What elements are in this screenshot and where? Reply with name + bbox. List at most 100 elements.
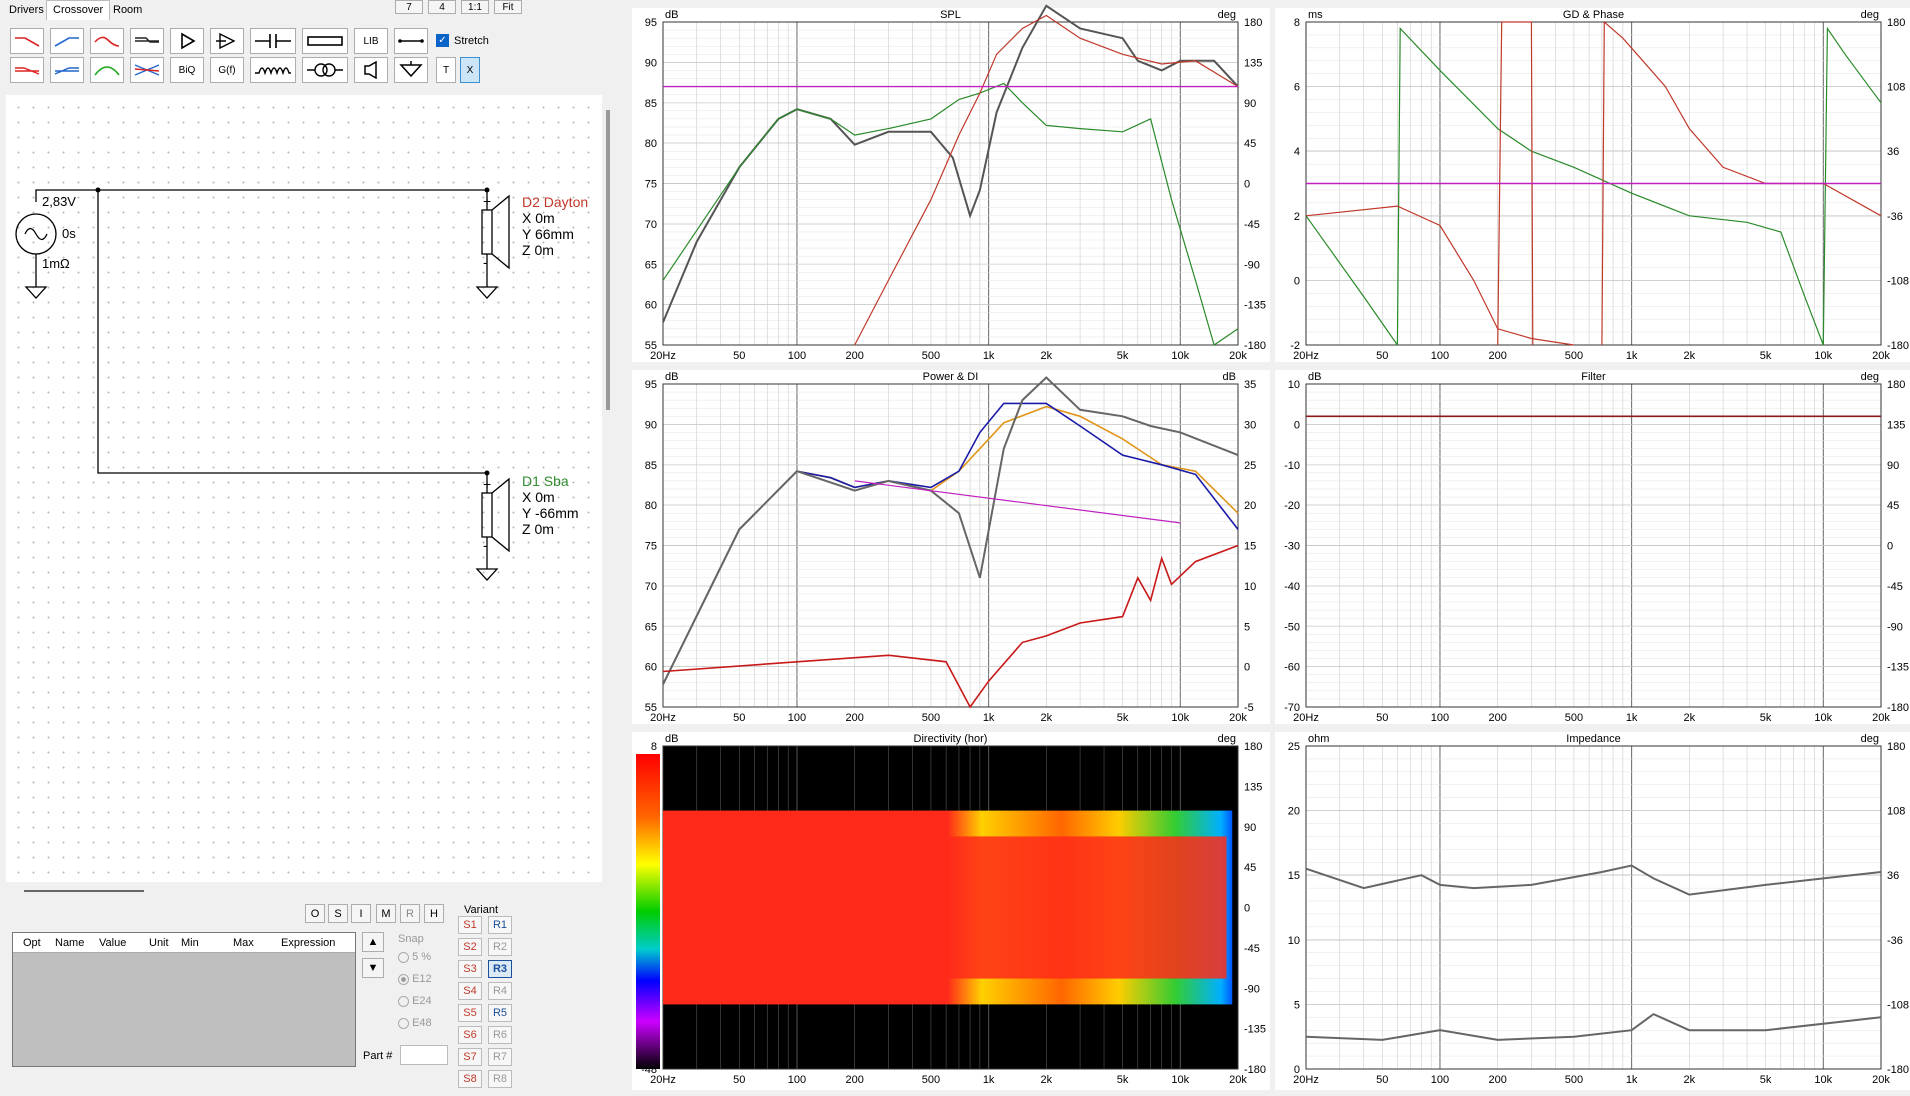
svg-text:+: + (483, 193, 491, 209)
variant-s7[interactable]: S7 (458, 1048, 482, 1066)
freq-tick: 500 (922, 712, 940, 724)
chart-title: Filter (1581, 371, 1606, 383)
freq-tick: 500 (1565, 1074, 1583, 1086)
move-up-button[interactable]: ▲ (362, 932, 384, 952)
freq-tick: 2k (1684, 1074, 1696, 1086)
variant-r2[interactable]: R2 (488, 938, 512, 956)
freq-tick: 20Hz (650, 1074, 676, 1086)
tab-room[interactable]: Room (113, 4, 143, 16)
param-table[interactable]: Opt Name Value Unit Min Max Expression (12, 932, 356, 1067)
chart-gd[interactable]: 8 6 4 2 0 -2 180 108 36 -36 -108 -180 20Hz 50 100 200 50… (1275, 8, 1910, 362)
col-expression: Expression (281, 937, 336, 949)
freq-tick: 20Hz (1293, 1074, 1319, 1086)
left-tick: 0 (1294, 1064, 1300, 1076)
snap-option-e24[interactable]: E24 (398, 995, 432, 1007)
variant-s4[interactable]: S4 (458, 982, 482, 1000)
freq-tick: 1k (1626, 1074, 1638, 1086)
variant-s5[interactable]: S5 (458, 1004, 482, 1022)
variant-s6[interactable]: S6 (458, 1026, 482, 1044)
variant-r1[interactable]: R1 (488, 916, 512, 934)
param-o-button[interactable]: O (305, 904, 325, 923)
snap-option-5[interactable]: 5 % (398, 951, 431, 963)
variant-label: Variant (464, 904, 499, 916)
param-r-button[interactable]: R (400, 904, 420, 923)
lowpass-peak-button[interactable] (90, 28, 124, 54)
freq-tick: 50 (733, 350, 745, 362)
driver-d1-z: Z 0m (522, 521, 554, 537)
ground-icon[interactable] (394, 57, 428, 83)
zoom-1-1-button[interactable]: 1:1 (461, 0, 489, 14)
variant-s1[interactable]: S1 (458, 916, 482, 934)
t-button[interactable]: T (436, 57, 456, 83)
lib-button[interactable]: LIB (354, 28, 388, 54)
tab-crossover[interactable]: Crossover (46, 0, 111, 20)
panel-splitter[interactable] (24, 890, 144, 892)
left-tick: 90 (645, 419, 657, 431)
highpass-2-button[interactable] (50, 57, 84, 83)
inductor-icon[interactable] (250, 57, 296, 83)
left-tick: 95 (645, 17, 657, 29)
driver-d1-name[interactable]: D1 Sba (522, 473, 569, 489)
zoom-4-button[interactable]: 4 (428, 0, 456, 14)
right-tick: 0 (1244, 179, 1250, 191)
tab-drivers[interactable]: Drivers (9, 4, 44, 16)
variant-r5[interactable]: R5 (488, 1004, 512, 1022)
variant-r6[interactable]: R6 (488, 1026, 512, 1044)
freq-tick: 20k (1229, 712, 1247, 724)
lowpass-1-button[interactable] (10, 28, 44, 54)
chart-dir[interactable]: 80-8-16-24-32-40-4818013590450-45-90-135… (632, 732, 1270, 1090)
buffer-icon[interactable] (210, 28, 244, 54)
part-input[interactable] (400, 1045, 448, 1065)
driver-d2-name[interactable]: D2 Dayton (522, 194, 589, 210)
resistor-icon[interactable] (302, 28, 348, 54)
left-tick: 90 (645, 57, 657, 69)
left-tick: 15 (1288, 870, 1300, 882)
schematic-canvas[interactable]: + - + - 2,83V 0s 1mΩ D2 Dayton X 0m Y 66… (6, 95, 602, 882)
zoom-7-button[interactable]: 7 (395, 0, 423, 14)
wire-icon[interactable] (394, 28, 428, 54)
snap-option-e12[interactable]: E12 (398, 973, 432, 985)
lowpass-2-button[interactable] (10, 57, 44, 83)
variant-s3[interactable]: S3 (458, 960, 482, 978)
param-i-button[interactable]: I (351, 904, 371, 923)
chart-title: Directivity (hor) (914, 733, 988, 745)
bandpass-button[interactable] (90, 57, 124, 83)
right-tick: -135 (1887, 662, 1909, 674)
variant-r7[interactable]: R7 (488, 1048, 512, 1066)
variant-s8[interactable]: S8 (458, 1070, 482, 1088)
variant-r3[interactable]: R3 (488, 960, 512, 978)
zoom-fit-button[interactable]: Fit (494, 0, 522, 14)
stretch-checkbox[interactable]: ✓ (436, 34, 449, 47)
x-button[interactable]: X (460, 57, 480, 83)
schematic-scrollbar[interactable] (606, 110, 610, 410)
transformer-icon[interactable] (302, 57, 348, 83)
shelf-button[interactable] (130, 28, 164, 54)
variant-r4[interactable]: R4 (488, 982, 512, 1000)
speaker-icon[interactable] (354, 57, 388, 83)
capacitor-icon[interactable] (250, 28, 296, 54)
freq-tick: 5k (1760, 1074, 1772, 1086)
right-tick: 5 (1244, 621, 1250, 633)
gf-button[interactable]: G(f) (210, 57, 244, 83)
param-h-button[interactable]: H (424, 904, 444, 923)
chart-spl[interactable]: 95 90 85 80 75 70 65 60 55 180 135 90 45 0 -45 -90 -135 -… (632, 4, 1270, 362)
param-s-button[interactable]: S (328, 904, 348, 923)
variant-r8[interactable]: R8 (488, 1070, 512, 1088)
variant-s2[interactable]: S2 (458, 938, 482, 956)
snap-option-e48[interactable]: E48 (398, 1017, 432, 1029)
biquad-button[interactable]: BiQ (170, 57, 204, 83)
left-tick: -20 (1284, 500, 1300, 512)
move-down-button[interactable]: ▼ (362, 958, 384, 978)
amplifier-icon[interactable] (170, 28, 204, 54)
param-m-button[interactable]: M (376, 904, 396, 923)
chart-filter[interactable]: 100-10-20-30-40-50-60-7018013590450-45-9… (1275, 370, 1910, 724)
freq-tick: 100 (1431, 1074, 1449, 1086)
notch-button[interactable] (130, 57, 164, 83)
left-tick: 85 (645, 98, 657, 110)
highpass-1-button[interactable] (50, 28, 84, 54)
freq-tick: 2k (1684, 350, 1696, 362)
directivity-colorbar (636, 754, 660, 1069)
left-tick: 8 (651, 741, 657, 753)
